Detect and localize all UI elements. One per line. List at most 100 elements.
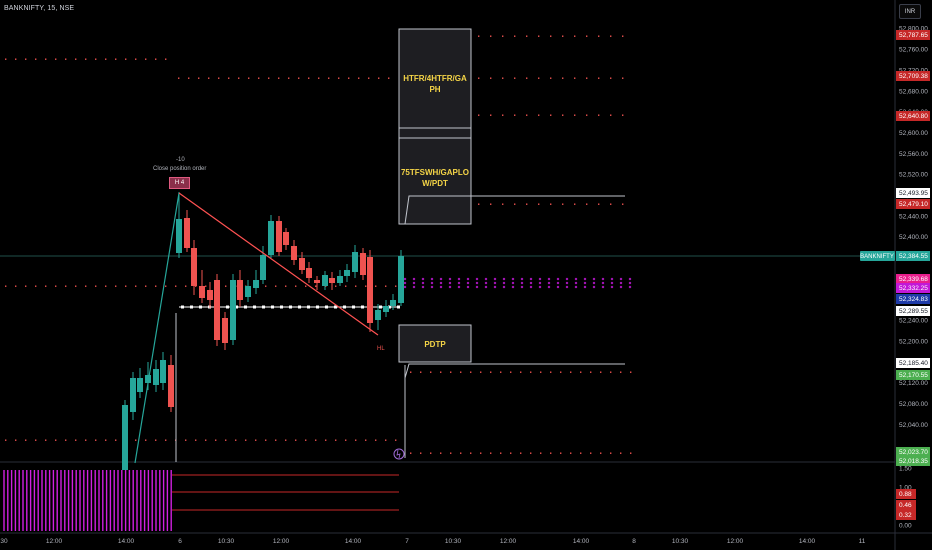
level-dot (430, 371, 432, 373)
level-dot (45, 285, 47, 287)
time-axis[interactable]: 30 12:00 14:00 6 10:30 12:00 14:00 7 10:30 12:00 1… (0, 538, 865, 545)
magenta-level-dot (556, 277, 560, 281)
level-dot (490, 77, 492, 79)
level-dot (25, 285, 27, 287)
level-dot (115, 58, 117, 60)
magenta-level-dot (619, 285, 623, 289)
level-dot (385, 285, 387, 287)
level-dot (460, 452, 462, 454)
level-dot (155, 439, 157, 441)
magenta-level-dot (601, 281, 605, 285)
magenta-level-dot (448, 281, 452, 285)
price-axis[interactable]: 52,800.00 52,760.00 52,720.00 52,680.00 52,6… (860, 26, 930, 466)
htfr-zone-box (398, 28, 472, 129)
price-badge (896, 294, 930, 304)
level-dot (440, 371, 442, 373)
indicator-tick: 0.00 (899, 523, 912, 530)
time-tick: 10:30 (445, 538, 462, 545)
candle-body (253, 280, 259, 288)
currency-button[interactable]: INR (899, 4, 921, 19)
magenta-level-dot (475, 277, 479, 281)
level-dot (35, 439, 37, 441)
level-dot (610, 114, 612, 116)
magenta-level-dot (403, 277, 407, 281)
level-dot (5, 58, 7, 60)
level-dot (450, 371, 452, 373)
magenta-level-dot (583, 277, 587, 281)
level-dot (268, 77, 270, 79)
level-dot (430, 452, 432, 454)
magenta-level-dot (412, 281, 416, 285)
magenta-level-dot (457, 285, 461, 289)
magenta-level-dot (439, 281, 443, 285)
magenta-level-dot (538, 277, 542, 281)
level-dot (318, 77, 320, 79)
candle-body (337, 276, 343, 283)
level-dot (538, 77, 540, 79)
magenta-level-dot (430, 281, 434, 285)
price-badge (896, 370, 930, 380)
level-dot (538, 35, 540, 37)
price-badge-label: 52,018.35 (899, 458, 928, 465)
white-level-dot (262, 305, 265, 309)
level-dot (520, 371, 522, 373)
time-tick: 12:00 (727, 538, 744, 545)
level-dot (35, 58, 37, 60)
level-dot (622, 35, 624, 37)
level-dot (490, 452, 492, 454)
magenta-level-dot (556, 285, 560, 289)
indicator-badge (896, 510, 916, 520)
level-dot (365, 439, 367, 441)
level-dot (205, 285, 207, 287)
level-dot (85, 58, 87, 60)
price-badge (896, 447, 930, 457)
level-dot (478, 203, 480, 205)
level-dot (395, 439, 397, 441)
time-tick: 12:00 (273, 538, 290, 545)
level-dot (562, 77, 564, 79)
candle-body (375, 310, 381, 320)
level-dot (480, 452, 482, 454)
candle-body (222, 318, 228, 343)
order-qty: -10 (176, 157, 185, 163)
chart-drawings[interactable] (134, 28, 625, 464)
level-dot (45, 58, 47, 60)
magenta-level-dot (592, 281, 596, 285)
level-dot (574, 35, 576, 37)
level-dot (610, 371, 612, 373)
symbol-header[interactable]: BANKNIFTY, 15, NSE (4, 5, 75, 12)
magenta-level-dot (538, 285, 542, 289)
candle-body (398, 256, 404, 303)
price-tick: 52,600.00 (899, 130, 928, 137)
price-tick: 52,560.00 (899, 151, 928, 158)
order-label[interactable]: Close position order (153, 166, 207, 172)
level-bracket-upper (404, 195, 625, 225)
white-level-dot (343, 305, 346, 309)
price-badge-label: 52,493.95 (899, 190, 928, 197)
level-dot (520, 452, 522, 454)
price-badge (896, 199, 930, 209)
swing-high-tag[interactable]: H 4 (169, 177, 190, 189)
level-dot (470, 371, 472, 373)
level-dot (65, 58, 67, 60)
level-dot (562, 114, 564, 116)
level-dot (288, 77, 290, 79)
magenta-level-dot (511, 281, 515, 285)
level-dot (580, 371, 582, 373)
level-dot (175, 285, 177, 287)
level-dot (305, 439, 307, 441)
price-tick: 52,800.00 (899, 26, 928, 33)
indicator-badge-label: 0.46 (899, 502, 912, 509)
level-dot (25, 439, 27, 441)
candle-body (176, 219, 182, 253)
level-dot (410, 452, 412, 454)
price-badge (896, 111, 930, 121)
level-dot (308, 77, 310, 79)
magenta-level-dot (610, 281, 614, 285)
level-dot (395, 285, 397, 287)
level-dot (378, 77, 380, 79)
white-level-dot (316, 305, 319, 309)
level-dot (208, 77, 210, 79)
time-tick: 14:00 (345, 538, 362, 545)
